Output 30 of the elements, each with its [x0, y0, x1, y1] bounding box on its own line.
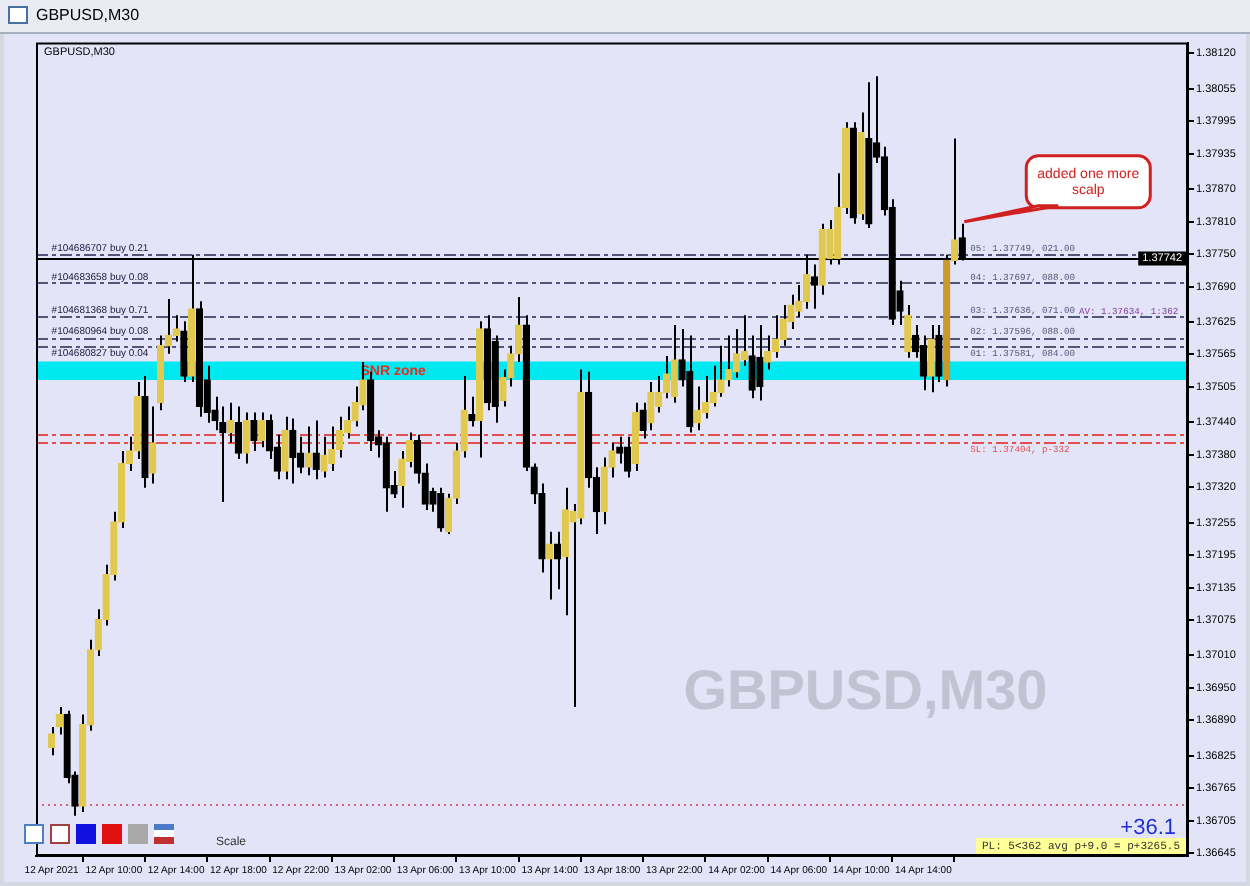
candlestick: [623, 435, 632, 479]
candlestick: [281, 415, 289, 481]
candlestick: [927, 324, 935, 394]
chart-title: GBPUSD,M30: [36, 4, 140, 28]
candlestick: [149, 405, 157, 485]
candlestick: [312, 419, 320, 481]
candlestick: [647, 381, 655, 432]
candlestick: [756, 324, 764, 402]
candlestick: [289, 417, 297, 485]
candlestick: [935, 324, 943, 384]
candlestick: [304, 425, 313, 477]
candlestick: [437, 486, 445, 533]
candlestick: [810, 263, 819, 310]
candlestick: [328, 425, 336, 472]
candlestick: [47, 725, 56, 757]
candlestick: [561, 486, 569, 617]
candlestick: [382, 435, 390, 513]
candlestick: [250, 411, 258, 452]
candlestick: [732, 327, 741, 379]
candlestick: [234, 405, 243, 461]
candlestick: [180, 320, 188, 384]
candlestick: [258, 411, 266, 449]
candlestick: [468, 395, 476, 428]
candlestick: [725, 334, 733, 388]
candlestick: [670, 324, 678, 404]
candlestick: [219, 405, 227, 503]
candlestick: [600, 456, 608, 526]
candlestick: [717, 344, 725, 398]
annotation: +36.1: [1120, 816, 1176, 840]
candlestick: [242, 411, 250, 465]
